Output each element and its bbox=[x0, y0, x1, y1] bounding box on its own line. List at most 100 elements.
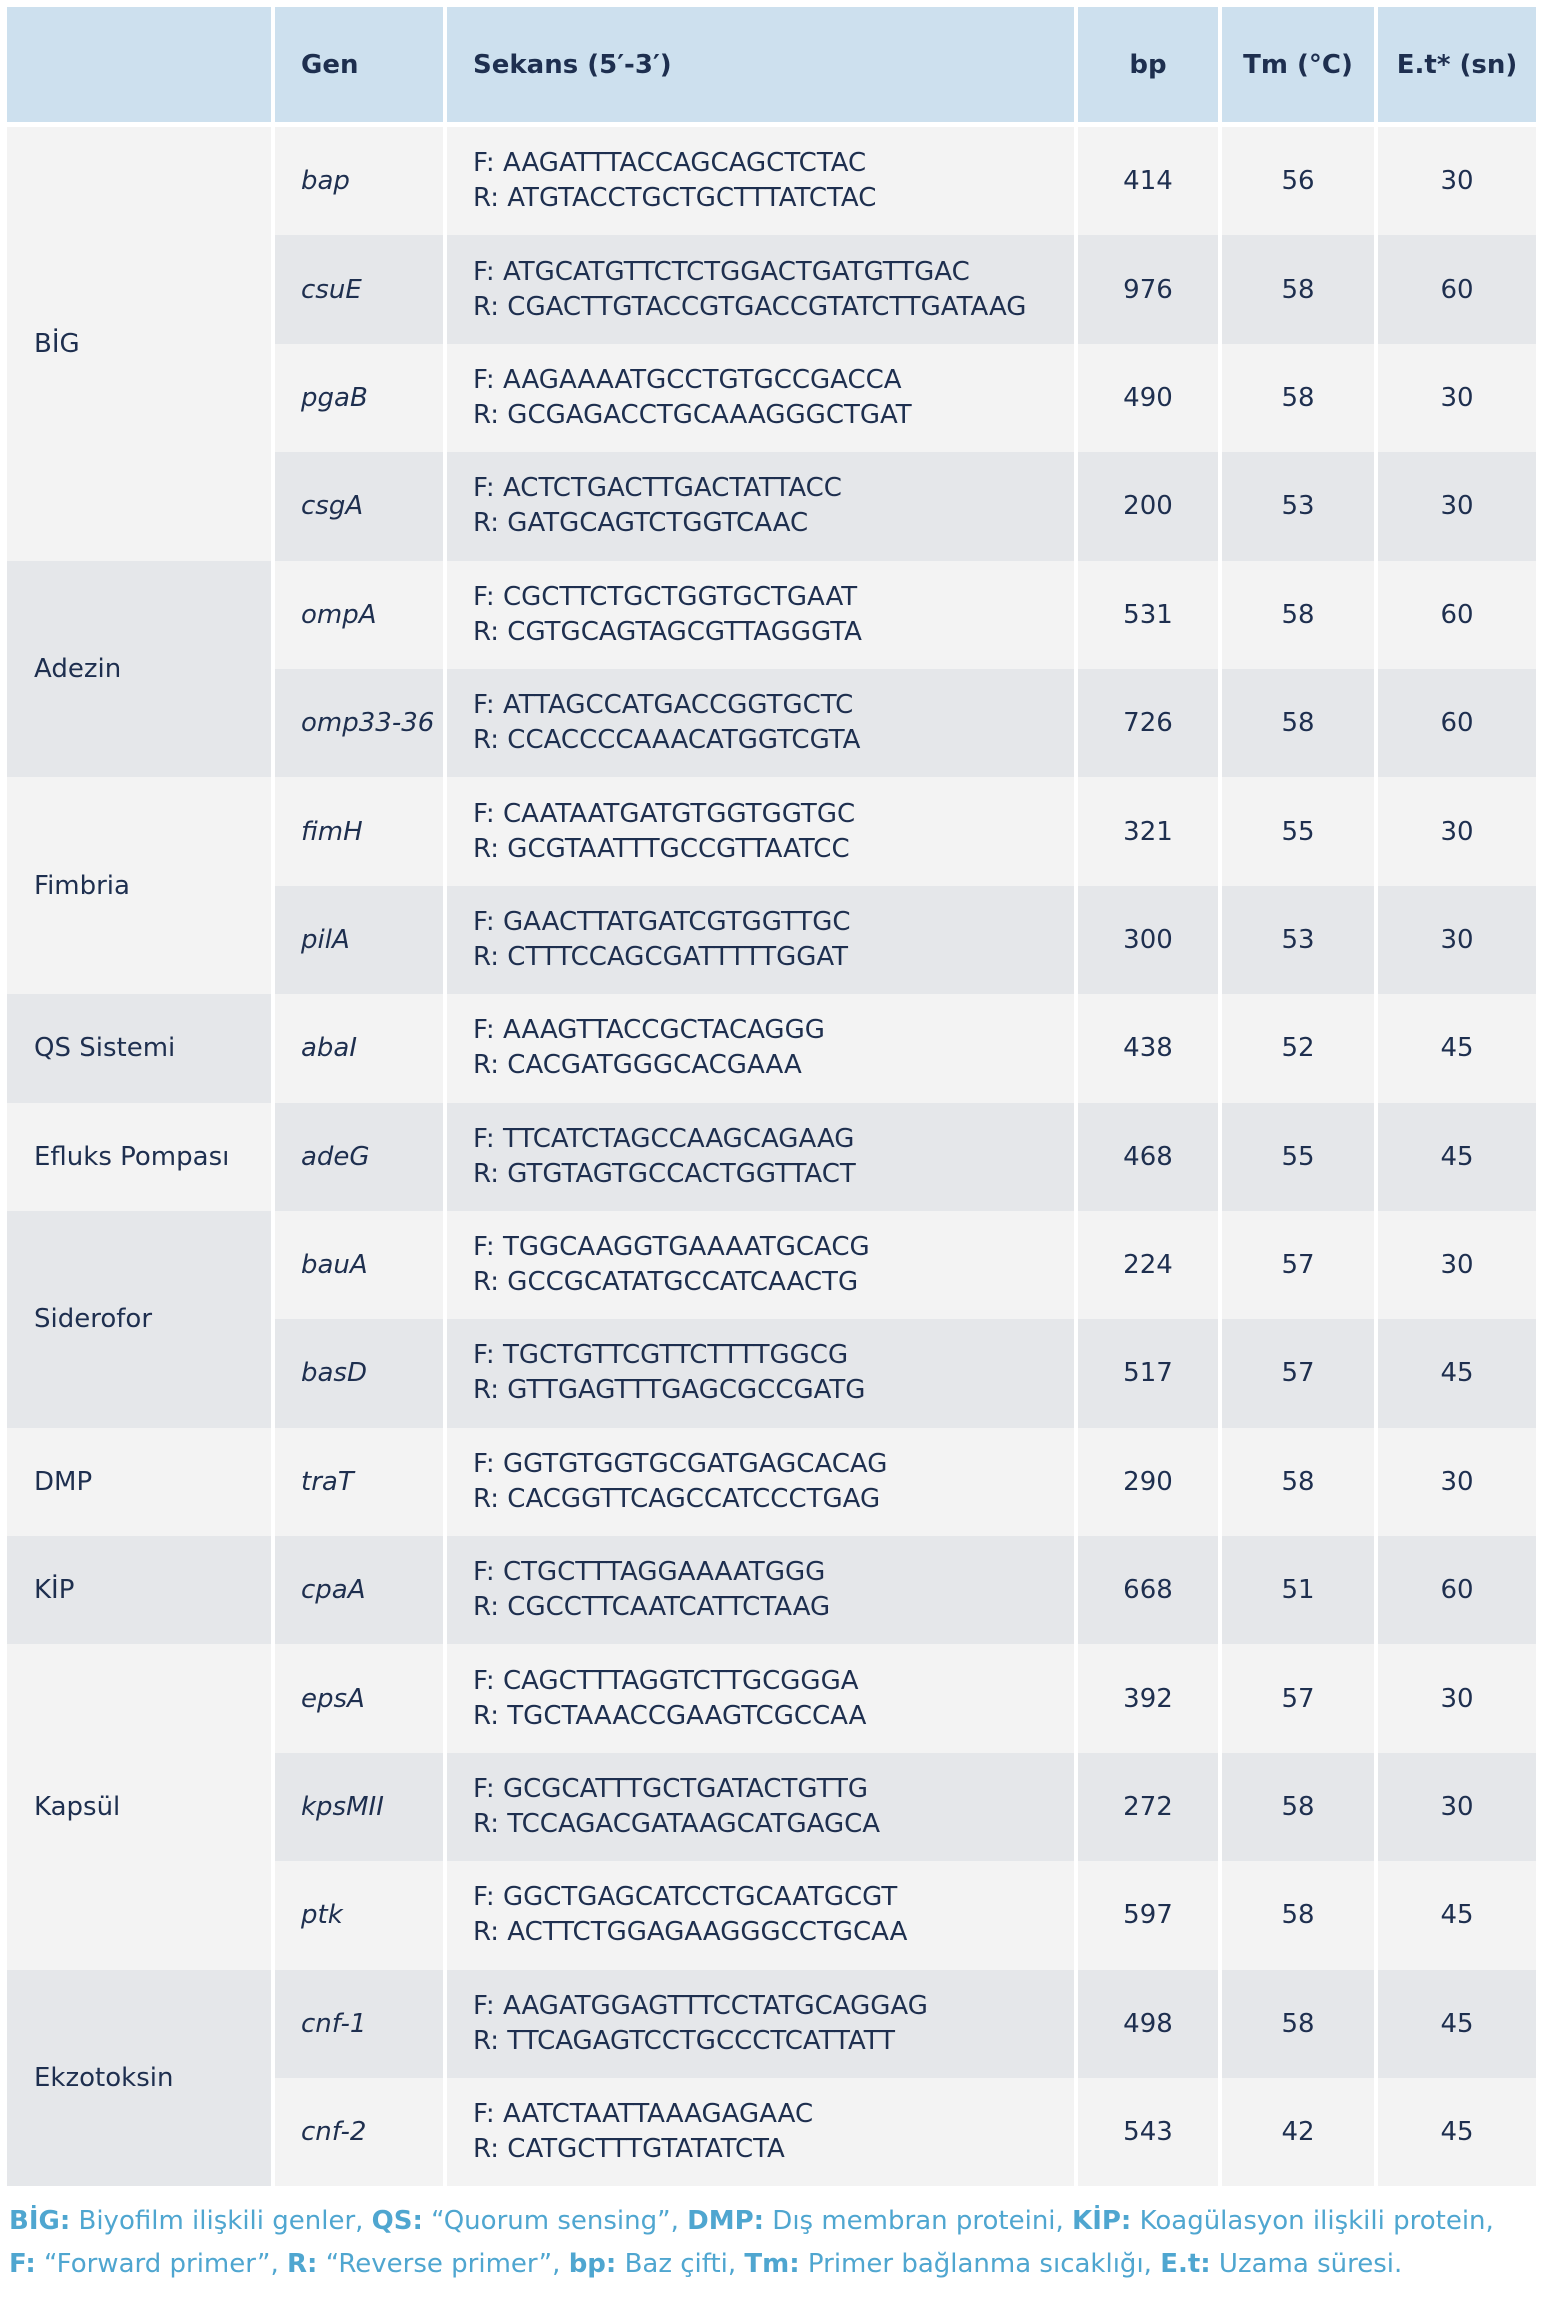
table-row: Fimbria fimH F: CAATAATGATGTGGTGGTGC R: GCG… bbox=[7, 777, 1536, 995]
table-row: pilA F: GAACTTATGATCGTGGTTGC R: CTTTCCAGCG… bbox=[7, 885, 1536, 995]
sequence-cell: F: GGTGTGGTGCGATGAGCACAG R: CACGGTTCAGCCA… bbox=[443, 1427, 1076, 1537]
forward-primer: F: CGCTTCTGCTGGTGCTGAAT bbox=[473, 581, 858, 612]
footnote-definition: Uzama süresi. bbox=[1210, 2249, 1403, 2279]
footnote-definition: “Reverse primer”, bbox=[317, 2249, 569, 2279]
footnote-line-2: F: “Forward primer”, R: “Reverse primer”… bbox=[9, 2243, 1539, 2286]
reverse-primer: R: CGACTTGTACCGTGACCGTATCTTGATAAG bbox=[473, 291, 1027, 322]
sequence-cell: F: ATTAGCCATGACCGGTGCTC R: CCACCCCAAACATG… bbox=[443, 668, 1076, 778]
bp-cell: 392 bbox=[1074, 1644, 1220, 1753]
primer-table: Gen Sekans (5′-3′) bp Tm (°C) E.t* (sn) … bbox=[7, 7, 1536, 2187]
et-cell: 60 bbox=[1374, 560, 1536, 669]
table-row: BİG bap F: AAGATTTACCAGCAGCTCTAC R: ATGTACC… bbox=[7, 124, 1536, 561]
gene-cell: ompA bbox=[271, 560, 445, 669]
group-cell: KİP bbox=[7, 1536, 273, 1645]
gene-cell: csgA bbox=[271, 452, 445, 561]
gene-cell: cnf-1 bbox=[271, 1969, 445, 2079]
gene-cell: basD bbox=[271, 1319, 445, 1428]
bp-cell: 517 bbox=[1074, 1319, 1220, 1428]
footnote-term: DMP: bbox=[687, 2206, 765, 2236]
reverse-primer: R: CACGGTTCAGCCATCCCTGAG bbox=[473, 1483, 881, 1514]
tm-cell: 53 bbox=[1218, 452, 1376, 561]
et-cell: 45 bbox=[1374, 2078, 1536, 2187]
tm-cell: 57 bbox=[1218, 1644, 1376, 1753]
bp-cell: 200 bbox=[1074, 452, 1220, 561]
forward-primer: F: CAATAATGATGTGGTGGTGC bbox=[473, 798, 856, 829]
footnote-definition: Dış membran proteini, bbox=[764, 2206, 1073, 2236]
forward-primer: F: GGCTGAGCATCCTGCAATGCGT bbox=[473, 1882, 898, 1913]
footnote-term: KİP: bbox=[1072, 2206, 1132, 2236]
group-cell: Efluks Pompası bbox=[7, 1102, 273, 1211]
gene-cell: epsA bbox=[271, 1644, 445, 1753]
forward-primer: F: CAGCTTTAGGTCTTGCGGGA bbox=[473, 1665, 859, 1696]
gene-cell: bauA bbox=[271, 1210, 445, 1320]
tm-cell: 55 bbox=[1218, 777, 1376, 886]
tm-cell: 58 bbox=[1218, 1427, 1376, 1537]
tm-cell: 58 bbox=[1218, 343, 1376, 453]
footnote-term: bp: bbox=[568, 2249, 617, 2279]
et-cell: 60 bbox=[1374, 235, 1536, 344]
gene-cell: pgaB bbox=[271, 343, 445, 453]
forward-primer: F: AAGATGGAGTTTCCTATGCAGGAG bbox=[473, 1990, 928, 2021]
reverse-primer: R: TGCTAAACCGAAGTCGCCAA bbox=[473, 1700, 867, 1731]
table-row: DMP traT F: GGTGTGGTGCGATGAGCACAG R: CACGGT… bbox=[7, 1427, 1536, 1537]
group-cell: Ekzotoksin bbox=[7, 1969, 273, 2187]
gene-cell: omp33-36 bbox=[271, 668, 445, 778]
et-cell: 45 bbox=[1374, 1102, 1536, 1211]
table-row: omp33-36 F: ATTAGCCATGACCGGTGCTC R: CCACCC… bbox=[7, 668, 1536, 778]
footnote-definition: Biyofilm ilişkili genler, bbox=[70, 2206, 372, 2236]
table-row: cnf-2 F: AATCTAATTAAAGAGAAC R: CATGCTTTGTA… bbox=[7, 2078, 1536, 2187]
forward-primer: F: CTGCTTTAGGAAAATGGG bbox=[473, 1557, 826, 1588]
reverse-primer: R: ATGTACCTGCTGCTTTATCTAC bbox=[473, 183, 877, 214]
group-cell: DMP bbox=[7, 1427, 273, 1537]
sequence-cell: F: GAACTTATGATCGTGGTTGC R: CTTTCCAGCGATTT… bbox=[443, 885, 1076, 995]
footnote-definition: Primer bağlanma sıcaklığı, bbox=[799, 2249, 1161, 2279]
sequence-cell: F: AAAGTTACCGCTACAGGG R: CACGATGGGCACGAAA bbox=[443, 994, 1076, 1103]
tm-cell: 42 bbox=[1218, 2078, 1376, 2187]
reverse-primer: R: GTGTAGTGCCACTGGTTACT bbox=[473, 1158, 856, 1189]
sequence-cell: F: GGCTGAGCATCCTGCAATGCGT R: ACTTCTGGAGAA… bbox=[443, 1861, 1076, 1970]
gene-cell: cpaA bbox=[271, 1536, 445, 1645]
footnote-term: QS: bbox=[371, 2206, 423, 2236]
sequence-cell: F: ACTCTGACTTGACTATTACC R: GATGCAGTCTGGTC… bbox=[443, 452, 1076, 561]
table-row: Efluks Pompası adeG F: TTCATCTAGCCAAGCAGAA… bbox=[7, 1102, 1536, 1211]
et-cell: 45 bbox=[1374, 1969, 1536, 2079]
footnote: BİG: Biyofilm ilişkili genler, QS: “Quor… bbox=[9, 2200, 1539, 2286]
bp-cell: 272 bbox=[1074, 1752, 1220, 1862]
tm-cell: 51 bbox=[1218, 1536, 1376, 1645]
gene-cell: csuE bbox=[271, 235, 445, 344]
group-cell: Fimbria bbox=[7, 777, 273, 995]
forward-primer: F: ATGCATGTTCTCTGGACTGATGTTGAC bbox=[473, 256, 970, 287]
table-row: Ekzotoksin cnf-1 F: AAGATGGAGTTTCCTATGCAGG… bbox=[7, 1969, 1536, 2187]
et-cell: 45 bbox=[1374, 1861, 1536, 1970]
reverse-primer: R: GCGAGACCTGCAAAGGGCTGAT bbox=[473, 399, 912, 430]
group-cell: BİG bbox=[7, 124, 273, 561]
bp-cell: 668 bbox=[1074, 1536, 1220, 1645]
tm-cell: 58 bbox=[1218, 1969, 1376, 2079]
forward-primer: F: ACTCTGACTTGACTATTACC bbox=[473, 473, 842, 504]
table-body: BİG bap F: AAGATTTACCAGCAGCTCTAC R: ATGTACC… bbox=[7, 124, 1536, 2187]
forward-primer: F: AAGATTTACCAGCAGCTCTAC bbox=[473, 148, 867, 179]
et-cell: 30 bbox=[1374, 1644, 1536, 1753]
gene-cell: abaI bbox=[271, 994, 445, 1103]
tm-cell: 55 bbox=[1218, 1102, 1376, 1211]
et-cell: 30 bbox=[1374, 343, 1536, 453]
table-row: Siderofor bauA F: TGGCAAGGTGAAAATGCACG R: G… bbox=[7, 1210, 1536, 1428]
table-row: csuE F: ATGCATGTTCTCTGGACTGATGTTGAC R: CGA… bbox=[7, 235, 1536, 344]
footnote-definition: Baz çifti, bbox=[616, 2249, 745, 2279]
et-cell: 30 bbox=[1374, 124, 1536, 236]
gene-cell: cnf-2 bbox=[271, 2078, 445, 2187]
sequence-cell: F: CAGCTTTAGGTCTTGCGGGA R: TGCTAAACCGAAGT… bbox=[443, 1644, 1076, 1753]
sequence-cell: F: AAGATTTACCAGCAGCTCTAC R: ATGTACCTGCTGC… bbox=[443, 124, 1076, 236]
header-et: E.t* (sn) bbox=[1374, 7, 1536, 127]
footnote-term: F: bbox=[9, 2249, 36, 2279]
sequence-cell: F: AAGAAAATGCCTGTGCCGACCA R: GCGAGACCTGCA… bbox=[443, 343, 1076, 453]
gene-cell: fimH bbox=[271, 777, 445, 886]
et-cell: 60 bbox=[1374, 668, 1536, 778]
sequence-cell: F: TGCTGTTCGTTCTTTTGGCG R: GTTGAGTTTGAGCG… bbox=[443, 1319, 1076, 1428]
et-cell: 45 bbox=[1374, 994, 1536, 1103]
footnote-definition: “Quorum sensing”, bbox=[422, 2206, 688, 2236]
reverse-primer: R: GTTGAGTTTGAGCGCCGATG bbox=[473, 1375, 866, 1406]
tm-cell: 58 bbox=[1218, 235, 1376, 344]
gene-cell: adeG bbox=[271, 1102, 445, 1211]
sequence-cell: F: AATCTAATTAAAGAGAAC R: CATGCTTTGTATATCT… bbox=[443, 2078, 1076, 2187]
